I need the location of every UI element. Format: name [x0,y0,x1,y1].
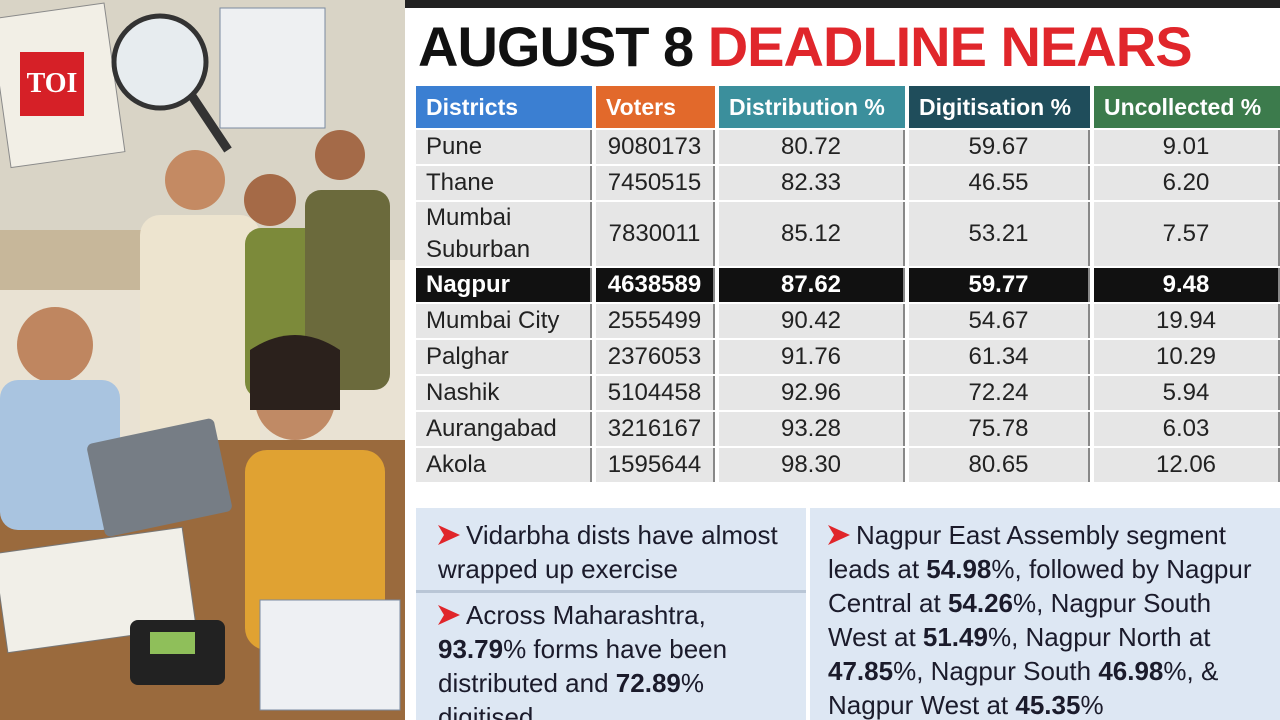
table-body: Pune 9080173 80.72 59.67 9.01 Thane 7450515 82.… [416,130,1280,482]
value-cell: 90.42 [719,304,905,338]
value-cell: 91.76 [719,340,905,374]
district-cell: Thane [416,166,592,200]
note-figure: 45.35 [1015,690,1081,720]
value-cell: 6.03 [1094,412,1280,446]
bullet-arrow [438,605,460,625]
district-cell: Akola [416,448,592,482]
value-cell: 7450515 [596,166,715,200]
district-cell: Mumbai City [416,304,592,338]
table-row: Mumbai Suburban 7830011 85.12 53.21 7.57 [416,202,1280,266]
value-cell: 19.94 [1094,304,1280,338]
value-cell: 61.34 [909,340,1090,374]
note: Across Maharashtra, 93.79% forms have be… [438,598,800,720]
note-text: %, Nagpur North at [987,622,1211,652]
value-cell: 93.28 [719,412,905,446]
value-cell: 5.94 [1094,376,1280,410]
table-row: Palghar 2376053 91.76 61.34 10.29 [416,340,1280,374]
table-row: Thane 7450515 82.33 46.55 6.20 [416,166,1280,200]
note-text: % [1080,690,1104,720]
value-cell: 7.57 [1094,202,1280,266]
note-figure: 46.98 [1098,656,1164,686]
value-cell: 53.21 [909,202,1090,266]
note-text: % forms have been distributed and [438,634,728,698]
district-cell: Pune [416,130,592,164]
note-text: % digitised [438,668,704,720]
column-header: Digitisation % [909,86,1090,128]
note-text: Across Maharashtra, [466,600,706,630]
column-header: Uncollected % [1094,86,1280,128]
value-cell: 5104458 [596,376,715,410]
value-cell: 98.30 [719,448,905,482]
table-row: Mumbai City 2555499 90.42 54.67 19.94 [416,304,1280,338]
table-row: Nashik 5104458 92.96 72.24 5.94 [416,376,1280,410]
header-row: Districts Voters Distribution % Digitisatio… [416,86,1280,128]
divider [416,590,806,593]
note-text: Nagpur East Assembly segment leads at [828,520,1226,584]
headline-part: AUGUST 8 [418,15,694,78]
value-cell: 4638589 [596,268,715,302]
table-row: Nagpur 4638589 87.62 59.77 9.48 [416,268,1280,302]
value-cell: 75.78 [909,412,1090,446]
value-cell: 87.62 [719,268,905,302]
logo: TOI [20,52,84,116]
table-row: Aurangabad 3216167 93.28 75.78 6.03 [416,412,1280,446]
value-cell: 2376053 [596,340,715,374]
value-cell: 9.48 [1094,268,1280,302]
divider [806,508,810,720]
table-row: Akola 1595644 98.30 80.65 12.06 [416,448,1280,482]
note-figure: 93.79 [438,634,504,664]
note-figure: 72.89 [615,668,681,698]
data-table: Districts Voters Distribution % Digitisatio… [412,84,1280,484]
district-cell: Nagpur [416,268,592,302]
value-cell: 3216167 [596,412,715,446]
note-text: %, & Nagpur West at [828,656,1219,720]
value-cell: 85.12 [719,202,905,266]
notes-panel [416,508,1280,720]
bullet-arrow [828,525,850,545]
note-figure: 54.26 [947,588,1014,618]
district-cell: Palghar [416,340,592,374]
value-cell: 80.65 [909,448,1090,482]
top-bar [0,0,1280,8]
illustration [0,0,405,720]
value-cell: 82.33 [719,166,905,200]
value-cell: 1595644 [596,448,715,482]
value-cell: 92.96 [719,376,905,410]
note-text: Vidarbha dists have almost wrapped up ex… [438,520,778,584]
note-text: %, followed by Nagpur Central at [828,554,1252,618]
value-cell: 59.67 [909,130,1090,164]
note-text: %, Nagpur South [893,656,1099,686]
table-row: Pune 9080173 80.72 59.67 9.01 [416,130,1280,164]
note-figure: 54.98 [926,554,992,584]
value-cell: 7830011 [596,202,715,266]
note-text: %, Nagpur South West at [828,588,1212,652]
note-figure: 47.85 [828,656,894,686]
district-cell: Aurangabad [416,412,592,446]
district-cell: Mumbai Suburban [416,202,592,266]
value-cell: 72.24 [909,376,1090,410]
value-cell: 59.77 [909,268,1090,302]
value-cell: 80.72 [719,130,905,164]
column-header: Distribution % [719,86,905,128]
note-figure: 51.49 [922,622,988,652]
district-cell: Nashik [416,376,592,410]
value-cell: 46.55 [909,166,1090,200]
headline: AUGUST 8 DEADLINE NEARS [418,12,1280,82]
value-cell: 9080173 [596,130,715,164]
value-cell: 2555499 [596,304,715,338]
value-cell: 9.01 [1094,130,1280,164]
column-header: Voters [596,86,715,128]
column-header: Districts [416,86,592,128]
headline-part: DEADLINE NEARS [707,15,1193,78]
note: Vidarbha dists have almost wrapped up ex… [438,518,800,586]
bullet-arrow [438,525,460,545]
value-cell: 54.67 [909,304,1090,338]
value-cell: 10.29 [1094,340,1280,374]
value-cell: 12.06 [1094,448,1280,482]
note: Nagpur East Assembly segment leads at 54… [828,518,1273,720]
value-cell: 6.20 [1094,166,1280,200]
